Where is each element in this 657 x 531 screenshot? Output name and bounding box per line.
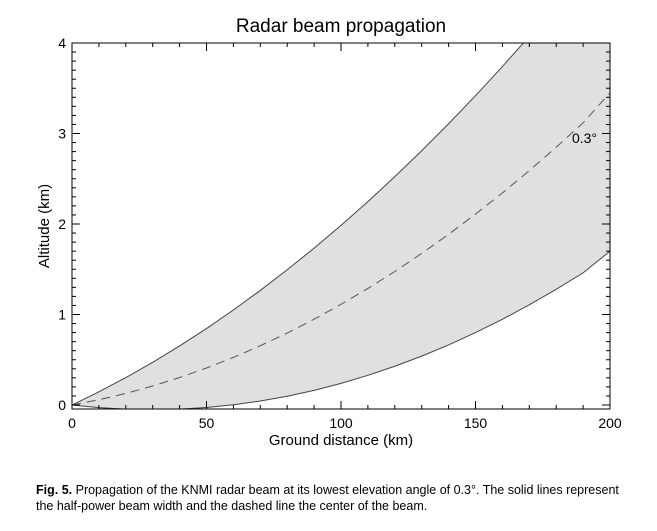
- x-tick-label: 0: [68, 415, 76, 431]
- caption-label: Fig. 5.: [36, 483, 73, 497]
- y-tick-label: 1: [58, 307, 66, 323]
- beam-area: [72, 43, 610, 409]
- series-1-line: [72, 92, 610, 406]
- annotation-0.3: 0.3°: [572, 130, 597, 146]
- x-tick-label: 150: [464, 415, 488, 431]
- y-tick-label: 2: [58, 216, 66, 232]
- series-2-line: [72, 250, 610, 409]
- x-tick-label: 200: [598, 415, 622, 431]
- y-tick-label: 3: [58, 126, 66, 142]
- caption-text: Propagation of the KNMI radar beam at it…: [36, 483, 619, 513]
- y-axis-label: Altitude (km): [36, 184, 53, 268]
- y-tick-label: 0: [58, 397, 66, 413]
- series-0-line: [72, 43, 525, 406]
- x-tick-label: 50: [199, 415, 215, 431]
- figure-caption: Fig. 5. Propagation of the KNMI radar be…: [36, 482, 636, 514]
- y-tick-label: 4: [58, 35, 66, 51]
- x-axis-label: Ground distance (km): [269, 432, 413, 449]
- x-tick-label: 100: [329, 415, 353, 431]
- chart-title: Radar beam propagation: [236, 16, 446, 37]
- radar-beam-chart: Radar beam propagation 0 50 100 150 200 0 1 2 3 4…: [36, 16, 622, 449]
